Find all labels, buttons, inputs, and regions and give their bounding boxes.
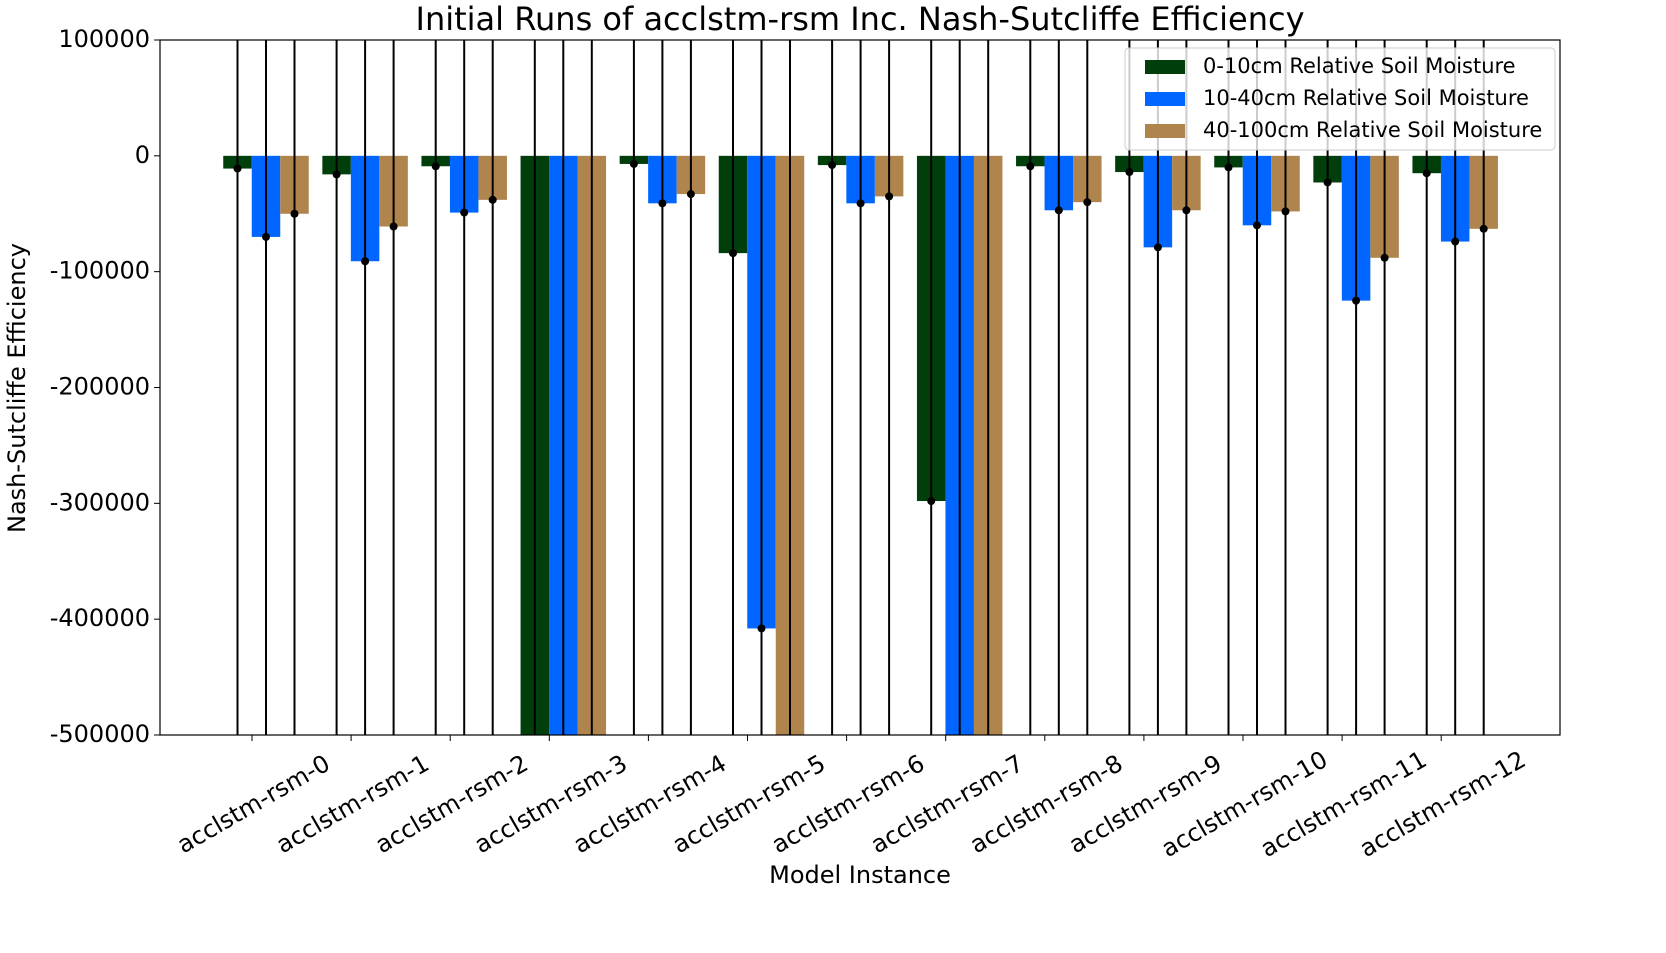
error-point (1422, 169, 1431, 178)
y-tick-label: 100000 (58, 25, 150, 53)
error-point (1054, 206, 1063, 215)
y-tick-label: -500000 (50, 720, 150, 748)
error-point (1352, 296, 1361, 305)
error-point (1153, 243, 1162, 252)
y-tick-label: -400000 (50, 604, 150, 632)
legend-label: 0-10cm Relative Soil Moisture (1203, 54, 1516, 78)
error-point (1253, 221, 1261, 230)
legend-swatch (1145, 124, 1185, 138)
error-point (1125, 168, 1134, 177)
error-point (389, 222, 398, 231)
error-point (658, 199, 667, 208)
error-point (927, 497, 936, 506)
y-axis-label: Nash-Sutcliffe Efficiency (3, 243, 31, 533)
y-tick-label: -200000 (50, 373, 150, 401)
legend-swatch (1145, 92, 1185, 106)
error-point (290, 209, 299, 218)
y-tick-label: -100000 (50, 257, 150, 285)
error-point (1479, 224, 1488, 233)
error-point (361, 257, 370, 266)
error-point (1083, 198, 1092, 207)
x-tick-label: acclstm-rsm-12 (1355, 745, 1531, 863)
error-point (856, 199, 865, 208)
plot-area (223, 40, 1498, 855)
error-point (1323, 178, 1332, 187)
error-point (686, 190, 695, 199)
legend-box (1124, 47, 1556, 151)
error-point (629, 159, 638, 168)
error-point (956, 847, 964, 855)
legend-label: 40-100cm Relative Soil Moisture (1203, 118, 1542, 142)
error-point (488, 195, 497, 204)
error-point (262, 232, 270, 241)
error-point (1182, 206, 1191, 215)
error-point (1380, 253, 1389, 262)
error-point (1281, 207, 1290, 216)
y-tick-label: -300000 (50, 488, 150, 516)
error-point (885, 192, 894, 201)
error-point (332, 170, 341, 179)
error-point (559, 847, 567, 855)
error-point (531, 847, 539, 855)
x-tick-label: acclstm-rsm-10 (1157, 745, 1333, 863)
x-tick-label: acclstm-rsm-11 (1256, 745, 1432, 863)
error-point (1026, 162, 1035, 171)
legend-swatch (1145, 60, 1185, 74)
error-point (431, 162, 440, 171)
error-point (233, 164, 242, 173)
error-point (757, 624, 766, 633)
error-point (828, 161, 837, 170)
y-tick-label: 0 (135, 141, 150, 169)
error-point (1451, 237, 1460, 246)
chart-title: Initial Runs of acclstm-rsm Inc. Nash-Su… (416, 0, 1305, 38)
error-point (729, 249, 737, 258)
error-point (1224, 163, 1233, 172)
legend-label: 10-40cm Relative Soil Moisture (1203, 86, 1529, 110)
error-point (460, 208, 469, 217)
x-axis-label: Model Instance (769, 861, 951, 889)
